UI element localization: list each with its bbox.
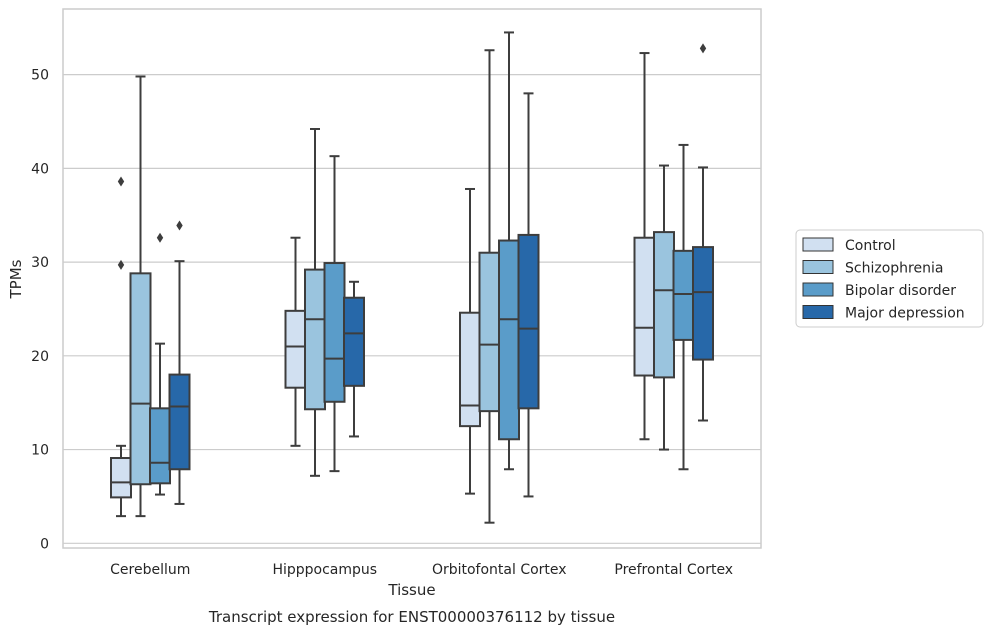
box-body [110,457,132,499]
box-schizophrenia [653,164,675,451]
y-tick-label: 20 [31,349,49,365]
box-body [498,239,520,441]
outlier-point [117,176,125,187]
outlier-point [117,259,125,270]
outlier-point [699,43,707,54]
box-body [168,373,191,471]
box-bipolar-disorder [149,232,171,496]
y-tick-label: 30 [31,255,49,271]
box-body [692,246,714,361]
legend-swatch [802,305,834,319]
legend-label: Control [845,238,896,254]
y-tick-label: 40 [31,161,49,177]
x-axis-title: Tissue [387,581,435,599]
box-control [633,52,656,441]
legend-swatch [802,282,834,297]
box-major-depression [168,220,191,505]
legend: Control Schizophrenia Bipolar disorder Majo… [795,229,984,328]
legend-label: Bipolar disorder [845,283,956,299]
x-tick-label: Cerebellum [110,562,190,578]
box-body [284,309,307,389]
x-tick-label: Prefrontal Cortex [614,562,733,578]
outlier-point [156,232,164,243]
y-tick-labels: 0 10 20 30 40 50 [31,68,49,553]
box-control [284,236,307,447]
y-tick-label: 0 [40,536,49,552]
box-schizophrenia [129,75,152,518]
box-body [517,233,540,410]
y-tick-label: 50 [31,68,49,84]
outlier-point [176,220,183,231]
x-tick-label: Hipppocampus [272,562,377,578]
box-major-depression [517,92,540,498]
box-body [478,251,501,413]
x-tick-label: Orbitofontal Cortex [432,562,567,578]
legend-swatch [802,237,834,252]
y-tick-label: 10 [31,443,49,459]
box-body [323,262,346,403]
box-body [633,236,656,377]
box-body [149,407,171,485]
plot-frame [62,8,762,549]
box-schizophrenia [478,49,501,524]
box-control [459,187,481,495]
legend-label: Schizophrenia [845,261,943,277]
box-major-depression [692,43,714,422]
legend-swatch [802,260,834,274]
box-body [653,231,675,379]
box-body [304,268,326,411]
legend-label: Major depression [845,306,965,322]
box-bipolar-disorder [323,155,346,473]
box-body [672,249,695,341]
box-body [459,311,481,428]
box-body [343,296,365,387]
box-major-depression [343,280,365,438]
x-tick-labels: Cerebellum Hipppocampus Orbitofontal Corte… [110,562,733,578]
box-series [110,31,714,524]
y-axis-title: TPMs [7,259,25,299]
legend-frame [795,229,984,328]
box-body [129,272,152,486]
figure-caption: Transcript expression for ENST0000037611… [208,608,615,626]
